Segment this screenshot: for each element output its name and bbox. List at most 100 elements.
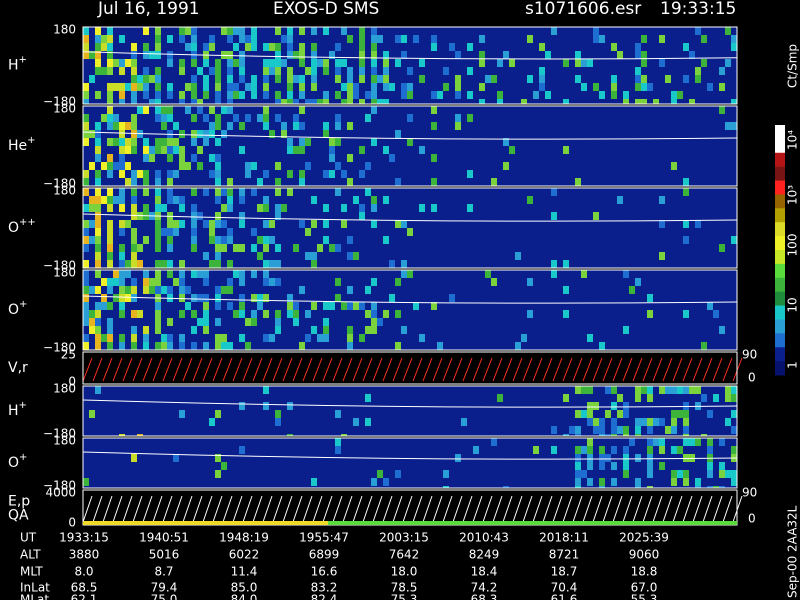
spectrogram-cell: [251, 188, 257, 196]
spectrogram-cell: [155, 27, 161, 35]
spectrogram-cell: [215, 260, 221, 268]
spectrogram-cell: [239, 244, 245, 252]
spectrogram-cell: [221, 334, 227, 342]
spectrogram-cell: [179, 278, 185, 286]
spectrogram-cell: [665, 386, 671, 394]
spectrogram-cell: [227, 302, 233, 310]
spectrogram-cell: [119, 170, 125, 178]
spectrogram-cell: [299, 43, 305, 51]
energy-trace: [82, 495, 743, 523]
spectrogram-cell: [95, 326, 101, 334]
spectrogram-cell: [275, 418, 281, 426]
spectrogram-cell: [419, 204, 425, 212]
spectrogram-cell: [167, 260, 173, 268]
spectrogram-cell: [155, 228, 161, 236]
pitch-trace: [82, 51, 738, 60]
panel-label: E,p: [8, 494, 30, 510]
colorbar-segment: [775, 125, 785, 140]
spectrogram-cell: [599, 486, 605, 488]
spectrogram-cell: [707, 302, 713, 310]
spectrogram-cell: [347, 99, 353, 104]
spectrogram-cell: [347, 35, 353, 43]
spectrogram-cell: [263, 270, 269, 278]
spectrogram-cell: [389, 260, 395, 268]
spectrogram-cell: [83, 310, 89, 318]
spectrogram-cell: [173, 220, 179, 228]
spectrogram-cell: [161, 260, 167, 268]
spectrogram-cell: [311, 252, 317, 260]
spectrogram-cell: [227, 278, 233, 286]
spectrogram-cell: [263, 106, 269, 114]
spectrogram-cell: [503, 51, 509, 59]
spectrogram-cell: [281, 122, 287, 130]
spectrogram-cell: [119, 67, 125, 75]
spectrogram-cell: [731, 43, 737, 51]
spectrogram-cell: [107, 162, 113, 170]
spectrogram-cell: [83, 270, 89, 278]
spectrogram-cell: [107, 170, 113, 178]
spectrogram-cell: [275, 114, 281, 122]
spectrogram-cell: [311, 478, 317, 486]
spectrogram-cell: [347, 326, 353, 334]
panel-name: O: [8, 220, 19, 236]
cell-value: 6022: [229, 548, 260, 562]
spectrogram-cell: [335, 294, 341, 302]
spectrogram-cell: [707, 83, 713, 91]
spectrogram-cell: [347, 67, 353, 75]
spectrogram-cell: [155, 278, 161, 286]
spectrogram-cell: [647, 446, 653, 454]
spectrogram-cell: [407, 83, 413, 91]
spectrogram-cell: [239, 27, 245, 35]
spectrogram-cell: [179, 294, 185, 302]
spectrogram-cell: [683, 478, 689, 486]
spectrogram-cell: [431, 154, 437, 162]
spectrogram-cell: [83, 170, 89, 178]
spectrogram-cell: [161, 204, 167, 212]
spectrogram-cell: [299, 286, 305, 294]
spectrogram-cell: [203, 43, 209, 51]
spectrogram-cell: [101, 196, 107, 204]
spectrogram-cell: [155, 170, 161, 178]
spectrogram-cell: [185, 43, 191, 51]
spectrogram-cell: [365, 114, 371, 122]
spectrogram-cell: [323, 326, 329, 334]
spectrogram-cell: [155, 188, 161, 196]
spectrogram-cell: [473, 446, 479, 454]
spectrogram-cell: [323, 122, 329, 130]
spectrogram-cell: [407, 91, 413, 99]
panel-frame: [82, 351, 738, 385]
panel-superscript: ++: [19, 217, 36, 228]
spectrogram-cell: [239, 270, 245, 278]
spectrogram-cell: [95, 204, 101, 212]
spectrogram-cell: [239, 220, 245, 228]
spectrogram-cell: [269, 236, 275, 244]
spectrogram-cell: [371, 196, 377, 204]
panel-name: E,p: [8, 494, 30, 510]
spectrogram-cell: [143, 27, 149, 35]
spectrogram-cell: [95, 212, 101, 220]
spectrogram-cell: [431, 106, 437, 114]
spectrogram-cell: [701, 434, 707, 436]
spectrogram-cell: [95, 196, 101, 204]
spectrogram-cell: [215, 252, 221, 260]
spectrogram-cell: [299, 170, 305, 178]
spectrogram-cell: [131, 43, 137, 51]
spectrogram-cell: [95, 252, 101, 260]
spectrogram-cell: [209, 170, 215, 178]
spectrogram-cell: [431, 91, 437, 99]
spectrogram-cell: [245, 318, 251, 326]
spectrogram-cell: [227, 286, 233, 294]
spectrogram-cell: [119, 342, 125, 350]
cell-value: 85.0: [231, 581, 258, 595]
colorbar-label: 10⁴: [786, 130, 800, 150]
spectrogram-cell: [311, 302, 317, 310]
spectrogram-cell: [563, 310, 569, 318]
spectrogram-cell: [305, 67, 311, 75]
spectrogram-cell: [587, 418, 593, 426]
spectrogram-cell: [167, 178, 173, 186]
spectrogram-cell: [287, 91, 293, 99]
spectrogram-cell: [161, 106, 167, 114]
spectrogram-cell: [107, 260, 113, 268]
spectrogram-cell: [83, 188, 89, 196]
spectrogram-cell: [155, 114, 161, 122]
